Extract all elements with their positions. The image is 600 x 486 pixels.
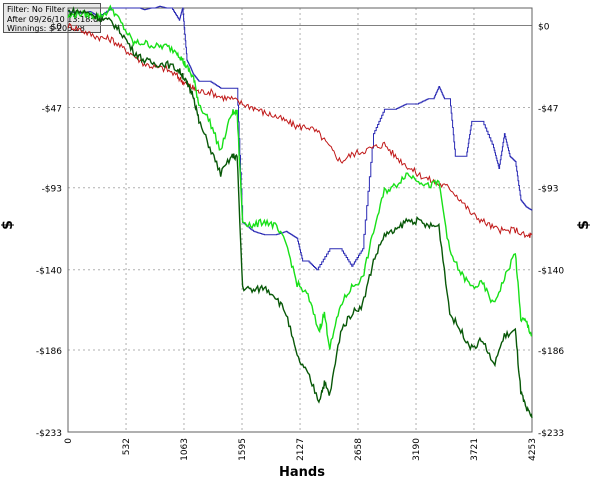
series-line-dark-green: [67, 6, 533, 419]
series-line-blue: [68, 5, 533, 271]
x-tick-label: 1063: [180, 438, 190, 461]
x-tick-label: 2127: [296, 438, 306, 461]
x-tick-label: 3721: [470, 438, 480, 461]
y-tick-label-right: -$140: [538, 267, 564, 277]
y-tick-label-right: -$186: [538, 347, 564, 357]
winnings-text: Winnings: $-206.28: [7, 24, 85, 33]
x-axis-label: Hands: [279, 465, 325, 480]
y-axis-label-right: $: [576, 220, 592, 230]
x-tick-label: 532: [122, 438, 132, 455]
series-lines: [67, 4, 533, 419]
grid: [68, 8, 532, 432]
y-tick-label-left: -$140: [36, 267, 62, 277]
y-tick-label-right: -$47: [538, 104, 558, 114]
y-tick-label-right: -$233: [538, 429, 564, 439]
series-line-bright-green: [67, 4, 533, 350]
y-tick-label-left: $0: [51, 22, 63, 32]
y-tick-label-left: -$186: [36, 347, 62, 357]
plot-frame: [67, 7, 533, 433]
after-date-text: After 09/26/10 13:18:00: [7, 14, 104, 24]
x-tick-label: 4253: [528, 438, 538, 461]
filter-text: Filter: No Filter: [7, 5, 66, 14]
tick-labels: $0 $0 -$47 -$47 -$93 -$93 -$140 -$140 -$186 -$186…: [36, 22, 565, 460]
y-tick-label-left: -$93: [42, 185, 62, 195]
y-tick-label-left: -$47: [42, 104, 62, 114]
x-tick-label: 2658: [354, 438, 364, 461]
y-tick-label-right: $0: [538, 22, 550, 32]
x-tick-label: 1595: [238, 438, 248, 461]
x-tick-label: 3190: [412, 438, 422, 461]
y-axis-label-left: $: [0, 220, 16, 230]
x-tick-label: 0: [64, 438, 74, 444]
y-tick-label-left: -$233: [36, 429, 62, 439]
series-line-red: [67, 22, 533, 239]
y-tick-label-right: -$93: [538, 185, 558, 195]
axes: [67, 7, 533, 433]
